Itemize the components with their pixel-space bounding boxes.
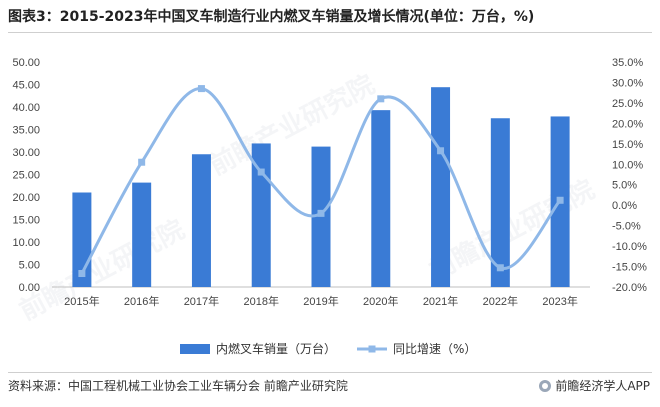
line-point <box>377 95 385 103</box>
x-axis-tick-label: 2021年 <box>423 294 458 308</box>
left-axis-tick-label: 30.00 <box>12 147 40 159</box>
bar <box>191 154 211 287</box>
x-axis-tick-label: 2019年 <box>303 294 338 308</box>
title-divider <box>8 32 652 33</box>
line-point <box>257 168 265 176</box>
left-axis-tick-label: 45.00 <box>12 80 40 92</box>
left-axis-tick-label: 0.00 <box>19 282 40 294</box>
legend-bar-label: 内燃叉车销量（万台） <box>216 341 336 356</box>
right-axis-tick-label: 0.0% <box>612 200 637 212</box>
right-axis-tick-label: 30.0% <box>612 77 643 89</box>
line-point <box>197 85 205 93</box>
left-axis-tick-label: 10.00 <box>12 237 40 249</box>
legend-line-label: 同比增速（%） <box>393 342 476 356</box>
source-text: 资料来源：中国工程机械工业协会工业车辆分会 前瞻产业研究院 <box>8 379 348 393</box>
left-axis-tick-label: 50.00 <box>12 57 40 69</box>
line-point <box>496 264 504 272</box>
right-axis-tick-label: 35.0% <box>612 57 643 69</box>
line-point <box>78 270 86 277</box>
right-axis-tick-label: -15.0% <box>612 262 647 274</box>
left-axis-tick-label: 35.00 <box>12 125 40 137</box>
left-axis-tick-label: 5.00 <box>19 260 40 272</box>
bar <box>490 118 510 287</box>
right-axis-tick-label: -20.0% <box>612 282 647 294</box>
x-axis-tick-label: 2017年 <box>184 294 219 308</box>
line-point <box>437 147 445 155</box>
bar <box>371 110 391 288</box>
brand-logo-icon <box>539 379 552 392</box>
right-axis-tick-label: 15.0% <box>612 139 643 151</box>
line-point <box>556 196 564 204</box>
brand: 前瞻经济学人APP <box>539 377 650 394</box>
right-axis-tick-label: 5.0% <box>612 180 637 192</box>
x-axis-tick-label: 2020年 <box>363 294 398 308</box>
legend-line-marker <box>368 345 376 353</box>
bar <box>132 182 152 287</box>
footer-divider <box>8 372 652 373</box>
right-axis-tick-label: 10.0% <box>612 159 643 171</box>
line-point <box>317 209 325 217</box>
bar <box>431 87 451 287</box>
combo-chart: 0.00 5.00 10.00 15.00 20.00 25.00 30.00 35.00 40… <box>12 57 647 356</box>
legend-bar-swatch <box>180 344 210 354</box>
right-axis-tick-label: 25.0% <box>612 98 643 110</box>
line-point <box>138 158 146 166</box>
right-axis-tick-label: -10.0% <box>612 241 647 253</box>
x-axis-tick-label: 2022年 <box>483 294 518 308</box>
left-axis-tick-label: 20.00 <box>12 192 40 204</box>
left-axis-tick-label: 25.00 <box>12 170 40 182</box>
x-axis-tick-label: 2016年 <box>124 294 159 308</box>
left-axis-tick-label: 15.00 <box>12 215 40 227</box>
brand-label: 前瞻经济学人APP <box>555 379 650 393</box>
x-axis-tick-label: 2018年 <box>243 294 278 308</box>
right-axis-tick-label: -5.0% <box>612 221 641 233</box>
right-axis-tick-label: 20.0% <box>612 118 643 130</box>
x-axis-tick-label: 2023年 <box>542 294 577 308</box>
x-axis-tick-label: 2015年 <box>64 294 99 308</box>
chart-title: 图表3：2015-2023年中国叉车制造行业内燃叉车销量及增长情况(单位：万台，… <box>8 9 535 25</box>
left-axis-tick-label: 40.00 <box>12 102 40 114</box>
